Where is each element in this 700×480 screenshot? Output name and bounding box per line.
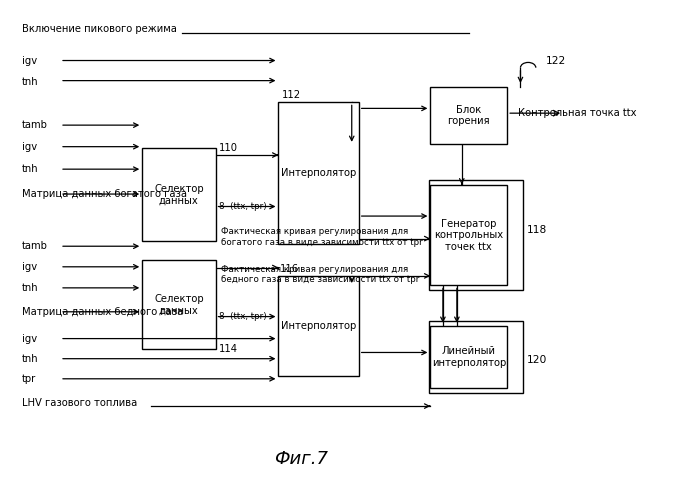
Text: 112: 112	[282, 90, 301, 100]
Text: 114: 114	[219, 344, 238, 354]
Bar	[428, 322, 523, 393]
Bar	[142, 260, 216, 349]
Text: Фактическая кривая регулирования для
бедного газа в виде зависимости ttx от tpr: Фактическая кривая регулирования для бед…	[220, 265, 419, 284]
Text: Селектор
данных: Селектор данных	[154, 184, 204, 205]
Text: Линейный
интерполятор: Линейный интерполятор	[432, 347, 506, 368]
Text: Интерполятор: Интерполятор	[281, 168, 356, 178]
Text: tnh: tnh	[22, 354, 38, 364]
Bar	[428, 180, 523, 290]
Text: tnh: tnh	[22, 77, 38, 87]
Text: Селектор
данных: Селектор данных	[154, 294, 204, 315]
Bar	[430, 87, 508, 144]
Text: igv: igv	[22, 334, 37, 344]
Bar	[430, 185, 508, 286]
Text: tnh: tnh	[22, 283, 38, 293]
Text: igv: igv	[22, 142, 37, 152]
Text: Матрица данных богатого газа: Матрица данных богатого газа	[22, 189, 187, 199]
Text: 118: 118	[526, 226, 547, 235]
Text: 8  (ttx, tpr): 8 (ttx, tpr)	[219, 202, 267, 211]
Text: Фактическая кривая регулирования для
богатого газа в виде зависимости ttx от tpr: Фактическая кривая регулирования для бог…	[220, 228, 423, 247]
Text: tamb: tamb	[22, 241, 48, 251]
Text: 122: 122	[545, 56, 566, 66]
Text: 110: 110	[219, 143, 238, 153]
Bar	[142, 148, 216, 241]
Text: tpr: tpr	[22, 374, 36, 384]
Text: igv: igv	[22, 262, 37, 272]
Bar	[279, 102, 358, 243]
Text: 8  (ttx, tpr): 8 (ttx, tpr)	[219, 312, 267, 321]
Bar	[279, 276, 358, 376]
Text: igv: igv	[22, 56, 37, 66]
Text: tamb: tamb	[22, 120, 48, 130]
Text: LHV газового топлива: LHV газового топлива	[22, 398, 137, 408]
Text: 120: 120	[526, 355, 547, 365]
Text: 116: 116	[280, 264, 299, 274]
Text: Интерполятор: Интерполятор	[281, 321, 356, 331]
Bar	[430, 326, 508, 388]
Text: Включение пикового режима: Включение пикового режима	[22, 24, 176, 35]
Text: Фиг.7: Фиг.7	[274, 450, 328, 468]
Text: Блок
горения: Блок горения	[447, 105, 490, 126]
Text: Матрица данных бедного газа: Матрица данных бедного газа	[22, 307, 183, 317]
Text: tnh: tnh	[22, 164, 38, 174]
Text: Контрольная точка ttx: Контрольная точка ttx	[518, 108, 636, 118]
Text: Генератор
контрольных
точек ttx: Генератор контрольных точек ttx	[434, 218, 503, 252]
